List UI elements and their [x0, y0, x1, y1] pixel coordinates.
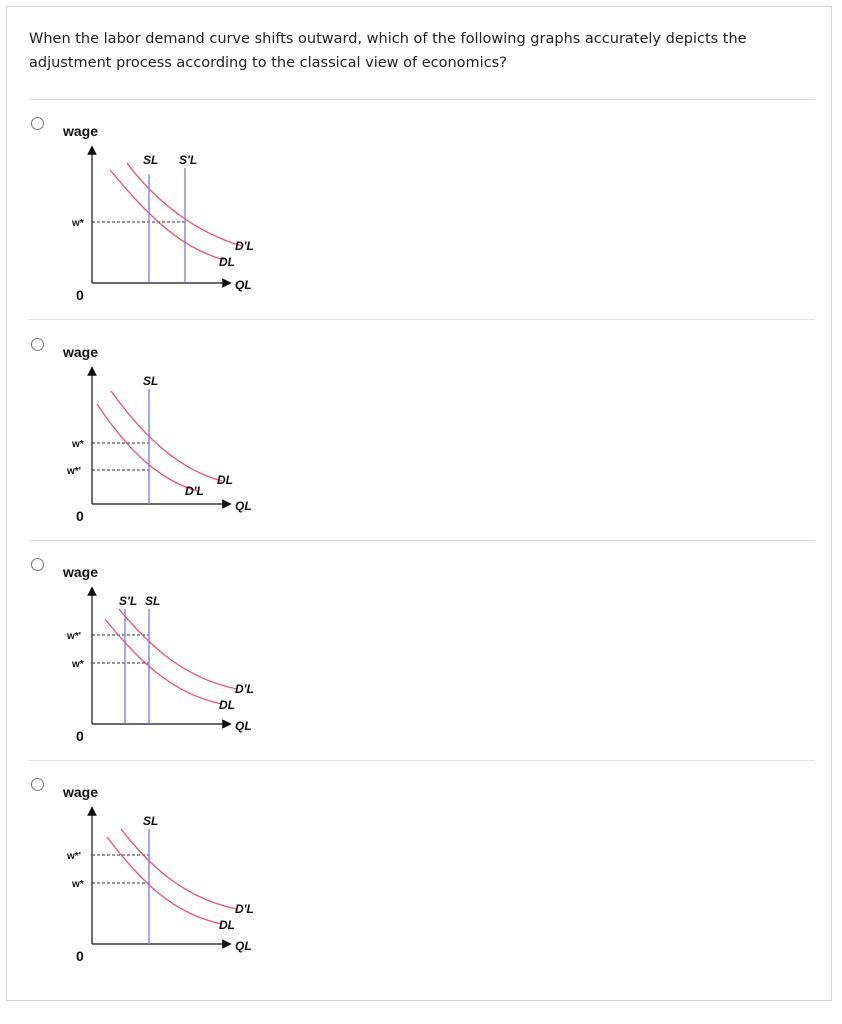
demand-curve	[110, 390, 223, 482]
wage-label: w*	[71, 218, 84, 229]
y-axis-label: wage	[62, 123, 98, 139]
demand-curve	[96, 403, 198, 492]
demand-label: D'L	[185, 484, 204, 498]
wage-label: w*'	[66, 631, 81, 642]
demand-curve	[126, 162, 243, 247]
radio-button[interactable]	[31, 558, 44, 571]
divider	[29, 760, 815, 761]
y-axis-label: wage	[62, 344, 98, 360]
radio-button[interactable]	[31, 117, 44, 130]
y-axis-label: wage	[62, 784, 98, 800]
origin-label: 0	[76, 508, 84, 524]
wage-label: w*	[71, 879, 84, 890]
supply-label: SL	[143, 814, 158, 828]
question-text: When the labor demand curve shifts outwa…	[29, 31, 747, 71]
x-axis-label: QL	[235, 499, 252, 513]
x-axis-label: QL	[235, 278, 252, 292]
wage-label: w*	[71, 659, 84, 670]
radio-button[interactable]	[31, 778, 44, 791]
answer-option-4[interactable]: wage 0 QL w*' w* SL D'L DL	[7, 769, 831, 989]
wage-label: w*'	[66, 466, 81, 477]
demand-label: D'L	[235, 239, 254, 253]
question-card: When the labor demand curve shifts outwa…	[6, 6, 832, 1001]
demand-curve	[106, 836, 223, 925]
demand-label: D'L	[235, 902, 254, 916]
graph-svg: wage 0 QL w* SL S'L D'L DL	[62, 123, 254, 303]
divider	[29, 319, 815, 320]
divider	[29, 540, 815, 541]
x-axis-label: QL	[235, 939, 252, 953]
origin-label: 0	[76, 948, 84, 964]
labor-market-graph: wage 0 QL w*' w* SL D'L DL	[47, 769, 287, 974]
demand-curve	[104, 618, 223, 705]
graph-svg: wage 0 QL w*' w* SL D'L DL	[62, 784, 254, 964]
demand-curve	[109, 169, 226, 261]
demand-label: DL	[219, 918, 235, 932]
labor-market-graph: wage 0 QL w*' w* S'L SL D'L DL	[47, 549, 287, 754]
demand-label: DL	[219, 698, 235, 712]
answer-option-3[interactable]: wage 0 QL w*' w* S'L SL D'L DL	[7, 549, 831, 769]
x-axis-label: QL	[235, 719, 252, 733]
supply-label: S'L	[179, 153, 197, 167]
graph-svg: wage 0 QL w*' w* S'L SL D'L DL	[62, 564, 254, 744]
demand-curve	[120, 828, 238, 910]
labor-market-graph: wage 0 QL w* SL S'L D'L DL	[47, 108, 287, 313]
wage-label: w*'	[66, 851, 81, 862]
answer-option-1[interactable]: wage 0 QL w* SL S'L D'L DL	[7, 108, 831, 328]
divider	[29, 99, 815, 100]
supply-label: S'L	[119, 594, 137, 608]
origin-label: 0	[76, 728, 84, 744]
labor-market-graph: wage 0 QL w* w*' SL D'L DL	[47, 329, 287, 534]
demand-label: D'L	[235, 682, 254, 696]
supply-label: SL	[145, 594, 160, 608]
demand-curve	[118, 608, 238, 690]
y-axis-label: wage	[62, 564, 98, 580]
supply-label: SL	[143, 374, 158, 388]
supply-label: SL	[143, 153, 158, 167]
answer-option-2[interactable]: wage 0 QL w* w*' SL D'L DL	[7, 329, 831, 549]
graph-svg: wage 0 QL w* w*' SL D'L DL	[62, 344, 252, 524]
origin-label: 0	[76, 287, 84, 303]
demand-label: DL	[217, 473, 233, 487]
demand-label: DL	[219, 255, 235, 269]
radio-button[interactable]	[31, 338, 44, 351]
wage-label: w*	[71, 439, 84, 450]
